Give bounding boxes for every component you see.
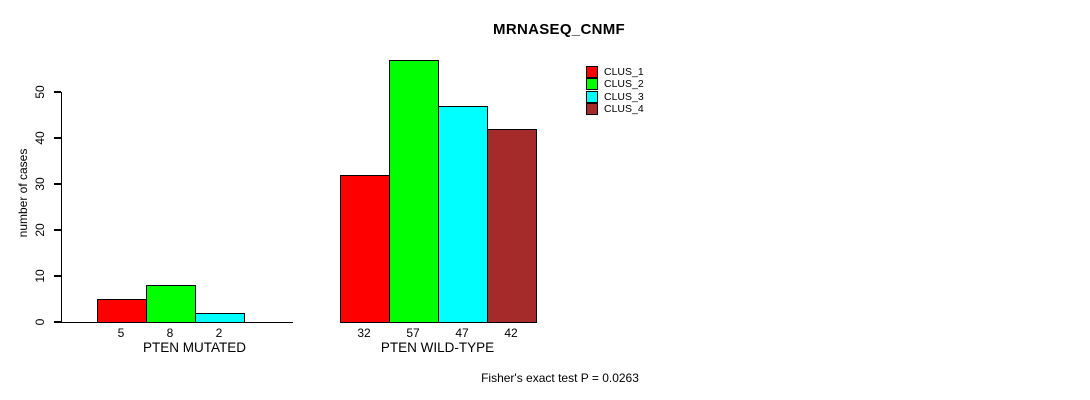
legend-swatch-clus-1-icon — [586, 66, 598, 78]
legend-item-clus-2: CLUS_2 — [586, 78, 644, 91]
y-tick-50 — [54, 91, 61, 93]
y-tick-10 — [54, 275, 61, 277]
legend-item-clus-1: CLUS_1 — [586, 66, 644, 78]
bar-clus-2-pten-wild-type — [388, 59, 439, 323]
bar-value-label-clus-2-pten-mutated: 8 — [166, 326, 174, 340]
y-tick-30 — [54, 183, 61, 185]
bar-clus-3-pten-wild-type — [437, 105, 488, 323]
bar-value-label-clus-3-pten-mutated: 2 — [215, 326, 223, 340]
bar-clus-1-pten-mutated — [96, 299, 147, 323]
y-tick-label-50: 50 — [33, 85, 47, 99]
bar-value-label-clus-2-pten-wild-type: 57 — [406, 326, 420, 340]
y-tick-label-30: 30 — [33, 177, 47, 191]
legend-label-clus-2: CLUS_2 — [604, 78, 644, 91]
y-tick-0 — [54, 321, 61, 323]
y-tick-20 — [54, 229, 61, 231]
stat-annotation: Fisher's exact test P = 0.0263 — [481, 371, 639, 385]
category-label-pten-mutated: PTEN MUTATED — [143, 340, 246, 355]
bar-value-label-clus-1-pten-wild-type: 32 — [357, 326, 371, 340]
legend: CLUS_1 CLUS_2 CLUS_3 CLUS_4 — [586, 66, 644, 116]
bar-clus-1-pten-wild-type — [339, 174, 390, 323]
legend-swatch-clus-4-icon — [586, 103, 598, 116]
y-tick-label-0: 0 — [33, 318, 47, 326]
bar-clus-2-pten-mutated — [145, 285, 196, 323]
legend-item-clus-4: CLUS_4 — [586, 103, 644, 116]
bar-value-label-clus-1-pten-mutated: 5 — [117, 326, 125, 340]
y-tick-40 — [54, 137, 61, 139]
bar-value-label-clus-4-pten-wild-type: 42 — [504, 326, 518, 340]
legend-swatch-clus-2-icon — [586, 78, 598, 91]
category-label-pten-wild-type: PTEN WILD-TYPE — [380, 340, 495, 355]
legend-label-clus-1: CLUS_1 — [604, 66, 644, 78]
y-tick-label-10: 10 — [33, 269, 47, 283]
legend-swatch-clus-3-icon — [586, 90, 598, 103]
y-axis-line — [61, 92, 63, 324]
y-tick-label-40: 40 — [33, 131, 47, 145]
legend-label-clus-4: CLUS_4 — [604, 103, 644, 116]
bar-value-label-clus-3-pten-wild-type: 47 — [455, 326, 469, 340]
legend-item-clus-3: CLUS_3 — [586, 90, 644, 103]
y-tick-label-20: 20 — [33, 223, 47, 237]
chart-title: MRNASEQ_CNMF — [493, 21, 625, 38]
bar-clus-3-pten-mutated — [194, 312, 245, 323]
y-axis-label: number of cases — [16, 148, 30, 238]
legend-label-clus-3: CLUS_3 — [604, 90, 644, 103]
bar-clus-4-pten-wild-type — [486, 128, 537, 323]
